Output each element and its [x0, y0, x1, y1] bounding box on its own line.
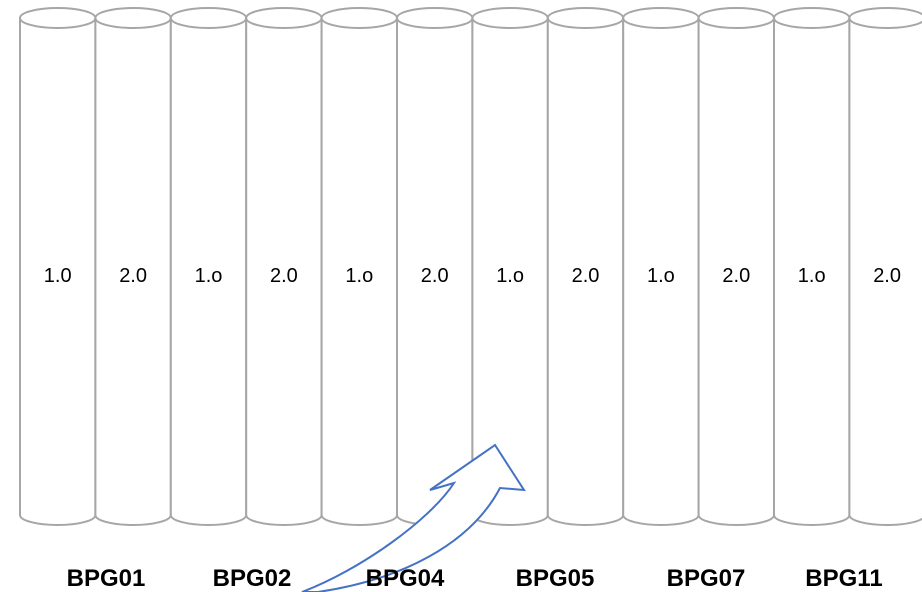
cylinder: 2.0 [245, 7, 323, 526]
cylinder: 2.0 [396, 7, 474, 526]
cylinder-row: 1.0 2.0 1.o 2.0 1.o 2.0 1.o 2.0 1.o 2.0 1.o 2.0 [19, 7, 922, 526]
cylinder-top [697, 7, 775, 29]
cylinder-body [320, 18, 398, 526]
cylinder-label: 1.o [496, 265, 524, 287]
cylinder-label: 1.o [195, 265, 223, 287]
cylinder-top [169, 7, 248, 29]
cylinder-body [848, 18, 922, 526]
cylinder-body [697, 18, 775, 526]
cylinder-label: 2.0 [421, 265, 449, 287]
cylinder-top [94, 7, 172, 29]
cylinder-top [848, 7, 922, 29]
cylinder-label: 2.0 [722, 265, 750, 287]
cylinder-top [320, 7, 398, 29]
cylinder-top [546, 7, 625, 29]
cylinder: 2.0 [848, 7, 922, 526]
cylinder-label: 2.0 [119, 265, 147, 287]
group-label: BPG11 [805, 565, 882, 592]
cylinder-label: 2.0 [873, 265, 901, 287]
cylinder: 1.o [320, 7, 398, 526]
cylinder-body [169, 18, 248, 526]
cylinder: 1.o [169, 7, 248, 526]
cylinder-top [471, 7, 549, 29]
cylinder-label: 1.o [345, 265, 373, 287]
cylinder-top [245, 7, 323, 29]
cylinder-label: 1.o [798, 265, 826, 287]
cylinder: 2.0 [697, 7, 775, 526]
cylinder-label: 2.0 [270, 265, 298, 287]
cylinder: 1.o [773, 7, 851, 526]
cylinder-top [622, 7, 700, 29]
cylinder: 2.0 [546, 7, 625, 526]
group-labels: BPG01 BPG02 BPG04 BPG05 BPG07 BPG11 [67, 565, 883, 592]
cylinder-top [396, 7, 474, 29]
group-label: BPG01 [67, 565, 146, 592]
cylinder-label: 1.o [647, 265, 675, 287]
cylinder: 1.o [622, 7, 700, 526]
group-label: BPG07 [667, 565, 746, 592]
cylinder-body [546, 18, 625, 526]
cylinder-body [94, 18, 172, 526]
cylinder-label: 1.0 [44, 265, 72, 287]
cylinder: 1.0 [19, 7, 97, 526]
cylinder-body [245, 18, 323, 526]
cylinder-label: 2.0 [572, 265, 600, 287]
group-label: BPG02 [213, 565, 292, 592]
cylinder: 2.0 [94, 7, 172, 526]
group-label: BPG05 [516, 565, 595, 592]
cylinder-top [773, 7, 851, 29]
cylinder-body [773, 18, 851, 526]
curved-up-arrow [301, 443, 526, 592]
group-label: BPG04 [366, 565, 445, 592]
cylinder-body [622, 18, 700, 526]
cylinder: 1.o [471, 7, 549, 526]
cylinder-body [19, 18, 97, 526]
cylinder-top [19, 7, 97, 29]
